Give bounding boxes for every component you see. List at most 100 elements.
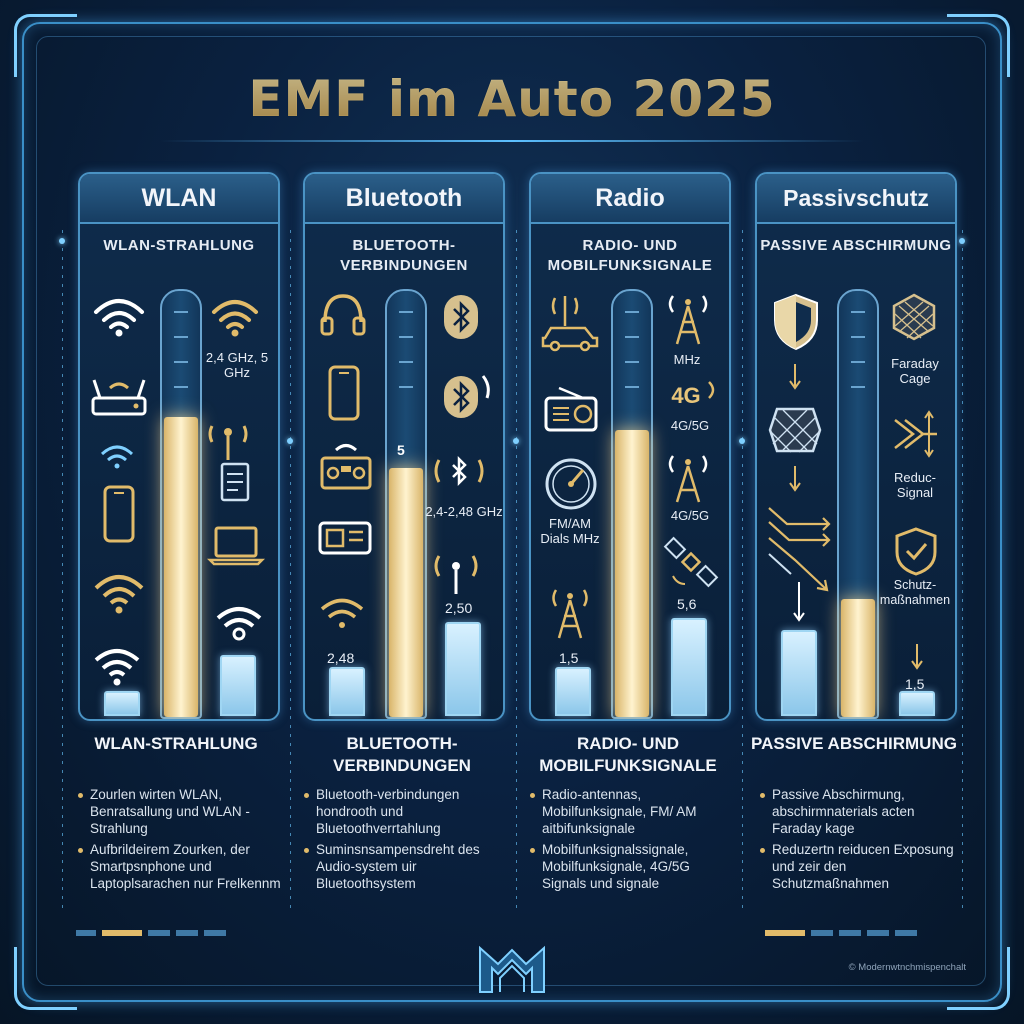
radio-icon bbox=[544, 386, 598, 432]
wifi-icon bbox=[94, 299, 144, 337]
column-subtitle: PASSIVE ABSCHIRMUNG bbox=[760, 237, 952, 254]
bar-value: 1,5 bbox=[559, 650, 579, 666]
inner-frame bbox=[36, 36, 986, 986]
meter-fill bbox=[389, 468, 423, 717]
level-bar bbox=[555, 667, 591, 716]
signal-reduce-icon bbox=[894, 410, 937, 458]
level-bar bbox=[781, 630, 817, 716]
antenna-icon bbox=[434, 555, 478, 594]
title-divider bbox=[160, 140, 864, 142]
faraday-mesh-icon bbox=[892, 293, 936, 341]
faraday-label: Faraday Cage bbox=[891, 356, 939, 386]
level-bar bbox=[445, 622, 481, 716]
network-label: 4G/5G bbox=[670, 508, 710, 523]
decorative-stripe bbox=[76, 930, 226, 936]
column-header: Passivschutz bbox=[757, 174, 955, 224]
antenna-icon bbox=[208, 425, 248, 460]
router-icon bbox=[91, 379, 147, 416]
separator-line bbox=[290, 230, 291, 910]
wifi-icon bbox=[100, 445, 134, 469]
level-bar bbox=[671, 618, 707, 716]
column-header: Bluetooth bbox=[305, 174, 503, 224]
page-title: EMF im Auto 2025 bbox=[0, 70, 1024, 128]
laptop-icon bbox=[206, 526, 266, 566]
level-meter bbox=[160, 289, 202, 719]
decorative-stripe bbox=[765, 930, 917, 936]
smartphone-icon bbox=[328, 365, 360, 421]
summary-list: Zourlen wirten WLAN, Benratsallung und W… bbox=[76, 786, 281, 896]
band-label: FM/AM Dials MHz bbox=[540, 516, 600, 546]
corner-accent bbox=[947, 947, 1010, 1010]
level-bar bbox=[899, 691, 935, 716]
summary-item: Aufbrildeirem Zourken, der Smartpsnphone… bbox=[76, 841, 281, 892]
glow-dot bbox=[59, 238, 65, 244]
summary-list: Radio-antennas, Mobilfunksignale, FM/ AM… bbox=[528, 786, 733, 896]
meter-value: 5 bbox=[397, 442, 405, 458]
glow-dot bbox=[739, 438, 745, 444]
separator-line bbox=[62, 230, 63, 910]
summary-list: Passive Abschirmung, abschirmnaterials a… bbox=[758, 786, 963, 896]
column-subtitle: WLAN-STRAHLUNG bbox=[103, 237, 255, 254]
wifi-icon bbox=[94, 649, 140, 686]
summary-list: Bluetooth-verbindungen hondrooth und Blu… bbox=[302, 786, 507, 896]
column-header: Radio bbox=[531, 174, 729, 224]
smartphone-icon bbox=[103, 485, 135, 543]
level-bar bbox=[220, 655, 256, 716]
car-audio-icon bbox=[318, 521, 372, 555]
separator-line bbox=[962, 230, 963, 910]
glow-dot bbox=[287, 438, 293, 444]
level-meter bbox=[385, 289, 427, 719]
network-label: 4G bbox=[671, 383, 701, 408]
meter-fill bbox=[841, 599, 875, 717]
column-subtitle: RADIO- UND MOBILFUNKSIGNALE bbox=[547, 237, 713, 274]
headphones-icon bbox=[320, 294, 366, 336]
shield-check-icon bbox=[895, 527, 937, 576]
shield-icon bbox=[774, 293, 818, 351]
frequency-label: 2,4 GHz, 5 GHz bbox=[205, 350, 269, 380]
meter-fill bbox=[164, 417, 198, 717]
bluetooth-icon bbox=[444, 375, 490, 418]
level-meter bbox=[611, 289, 653, 719]
credit-text: © Modernwtnchmispenchalt bbox=[848, 962, 966, 973]
network-label: 4G/5G bbox=[670, 418, 710, 433]
column-header: WLAN bbox=[80, 174, 278, 224]
mesh-shield-icon bbox=[768, 407, 822, 453]
bar-value: 2,48 bbox=[327, 650, 355, 666]
arrow-down-icon bbox=[793, 582, 805, 622]
frequency-label: 2,4-2,48 GHz bbox=[425, 504, 503, 519]
wifi-icon bbox=[320, 598, 364, 628]
car-antenna-icon bbox=[541, 296, 599, 352]
corner-accent bbox=[14, 14, 77, 77]
glow-dot bbox=[959, 238, 965, 244]
arrow-down-icon bbox=[789, 466, 801, 492]
satellite-icon bbox=[663, 536, 719, 588]
summary-item: Passive Abschirmung, abschirmnaterials a… bbox=[758, 786, 963, 837]
wifi-icon bbox=[212, 300, 258, 337]
separator-line bbox=[742, 230, 743, 910]
level-bar bbox=[104, 691, 140, 716]
speedometer-icon bbox=[545, 458, 597, 510]
bar-value: 1,5 bbox=[905, 676, 925, 692]
corner-accent bbox=[947, 14, 1010, 77]
column-passivschutz: Passivschutz PASSIVE ABSCHIRMUNG 1,5 Far… bbox=[755, 172, 957, 721]
outer-frame bbox=[22, 22, 1002, 1002]
radio-tower-icon bbox=[552, 589, 588, 639]
brand-logo-icon bbox=[479, 945, 545, 993]
column-radio: Radio RADIO- UND MOBILFUNKSIGNALE 1,5 5,… bbox=[529, 172, 731, 721]
radio-tower-icon bbox=[668, 295, 708, 345]
corner-accent bbox=[14, 947, 77, 1010]
bar-value: 5,6 bbox=[677, 596, 697, 612]
summary-item: Radio-antennas, Mobilfunksignale, FM/ AM… bbox=[528, 786, 733, 837]
glow-dot bbox=[513, 438, 519, 444]
deflection-arrows-icon bbox=[768, 507, 831, 592]
arrow-down-icon bbox=[789, 364, 801, 390]
radio-tower-icon bbox=[668, 455, 708, 503]
car-stereo-icon bbox=[320, 444, 372, 490]
bluetooth-signal-icon bbox=[434, 455, 484, 487]
summary-item: Bluetooth-verbindungen hondrooth und Blu… bbox=[302, 786, 507, 837]
column-bluetooth: Bluetooth BLUETOOTH-VERBINDUNGEN 5 2,48 … bbox=[303, 172, 505, 721]
unit-label: MHz bbox=[673, 352, 701, 367]
measures-label: Schutz-maßnahmen bbox=[879, 578, 951, 607]
document-icon bbox=[220, 462, 250, 502]
meter-fill bbox=[615, 430, 649, 717]
